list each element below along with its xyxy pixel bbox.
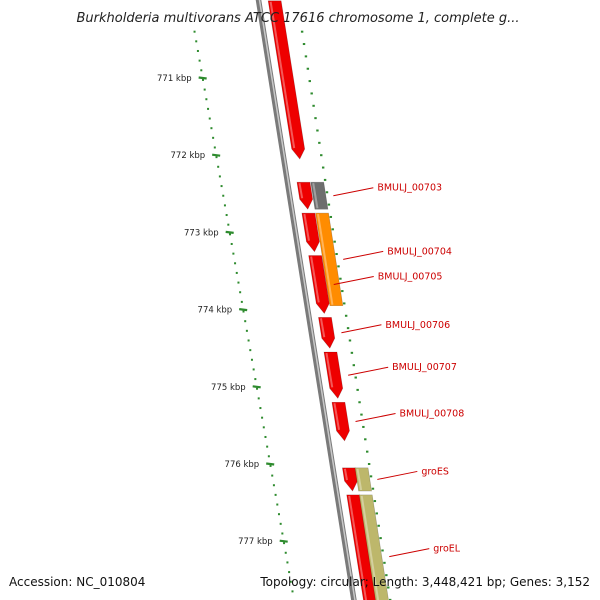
gene-label[interactable]: groES <box>421 466 449 477</box>
scale-tick <box>266 462 275 466</box>
scale-dots: 771 kbp 772 kbp 773 kbp 774 kbp 775 kbp 776 k… <box>157 30 392 600</box>
chromosome-backbone <box>255 0 357 600</box>
scale-tick <box>212 153 221 157</box>
backbone-layer <box>255 0 357 600</box>
scale-tick <box>198 76 207 80</box>
gene-shine <box>298 183 304 199</box>
scale-label: 773 kbp <box>184 228 219 238</box>
gene-block-11[interactable] <box>346 494 378 600</box>
scale-label: 772 kbp <box>171 151 206 161</box>
gene-groes[interactable] <box>354 467 372 492</box>
gene-label-leader <box>355 413 396 423</box>
gene-bmulj-00706[interactable] <box>318 317 336 349</box>
gene-shine <box>356 468 363 491</box>
gene-label-leader <box>343 250 384 260</box>
gene-shine <box>310 256 320 303</box>
genes-layer <box>267 0 391 600</box>
gene-bmulj-00707[interactable] <box>323 351 344 399</box>
gene-bmulj-00705[interactable] <box>308 255 330 315</box>
gene-groel[interactable] <box>358 494 391 600</box>
gene-block-3[interactable] <box>301 212 320 253</box>
gene-shine <box>333 403 340 431</box>
gene-label-leader <box>333 187 374 197</box>
summary-text: Topology: circular; Length: 3,448,421 bp… <box>259 575 590 589</box>
scale-label: 774 kbp <box>198 306 233 316</box>
gene-shine <box>317 213 334 305</box>
scale-label: 777 kbp <box>238 537 273 547</box>
scale-tick <box>252 385 261 389</box>
gene-label[interactable]: BMULJ_00707 <box>392 362 457 373</box>
gene-bmulj-00708[interactable] <box>331 401 350 442</box>
map-title: Burkholderia multivorans ATCC 17616 chro… <box>77 11 520 26</box>
scale-tick <box>279 539 288 543</box>
gene-label[interactable]: BMULJ_00703 <box>377 183 442 194</box>
gene-label-leader <box>377 470 418 480</box>
gene-shine <box>343 468 348 481</box>
gene-label-leader <box>348 366 389 376</box>
scale-tick <box>239 308 248 312</box>
scale-label: 776 kbp <box>225 460 260 470</box>
gene-bmulj-00703[interactable] <box>310 181 329 210</box>
map-layer: 771 kbp 772 kbp 773 kbp 774 kbp 775 kbp 776 k… <box>157 0 464 600</box>
gene-shine <box>325 352 334 388</box>
scale-tick <box>225 230 234 234</box>
gene-shine <box>312 183 319 209</box>
accession-text: Accession: NC_010804 <box>9 575 145 589</box>
scale-label: 775 kbp <box>211 383 246 393</box>
labels-layer: BMULJ_00703 BMULJ_00704 BMULJ_00705 BMULJ_0… <box>333 183 465 558</box>
gene-block-9[interactable] <box>342 467 358 492</box>
gene-block-1[interactable] <box>296 181 313 210</box>
gene-label[interactable]: BMULJ_00704 <box>387 246 452 257</box>
gene-block-0[interactable] <box>267 0 306 160</box>
gene-label-leader <box>333 276 374 286</box>
gene-bmulj-00704[interactable] <box>315 212 344 307</box>
gene-label[interactable]: BMULJ_00706 <box>385 320 450 331</box>
gene-label-leader <box>389 548 430 558</box>
gene-label[interactable]: BMULJ_00705 <box>378 272 443 283</box>
gene-shine <box>360 495 380 600</box>
gene-label[interactable]: groEL <box>433 544 461 555</box>
gene-shine <box>319 318 326 338</box>
scale-label: 771 kbp <box>157 74 192 84</box>
gene-shine <box>303 213 310 241</box>
gene-label-leader <box>341 324 382 334</box>
gene-shine <box>348 495 368 600</box>
chromosome-highlight <box>258 0 356 600</box>
gene-shine <box>269 1 296 149</box>
gene-label[interactable]: BMULJ_00708 <box>400 409 465 420</box>
